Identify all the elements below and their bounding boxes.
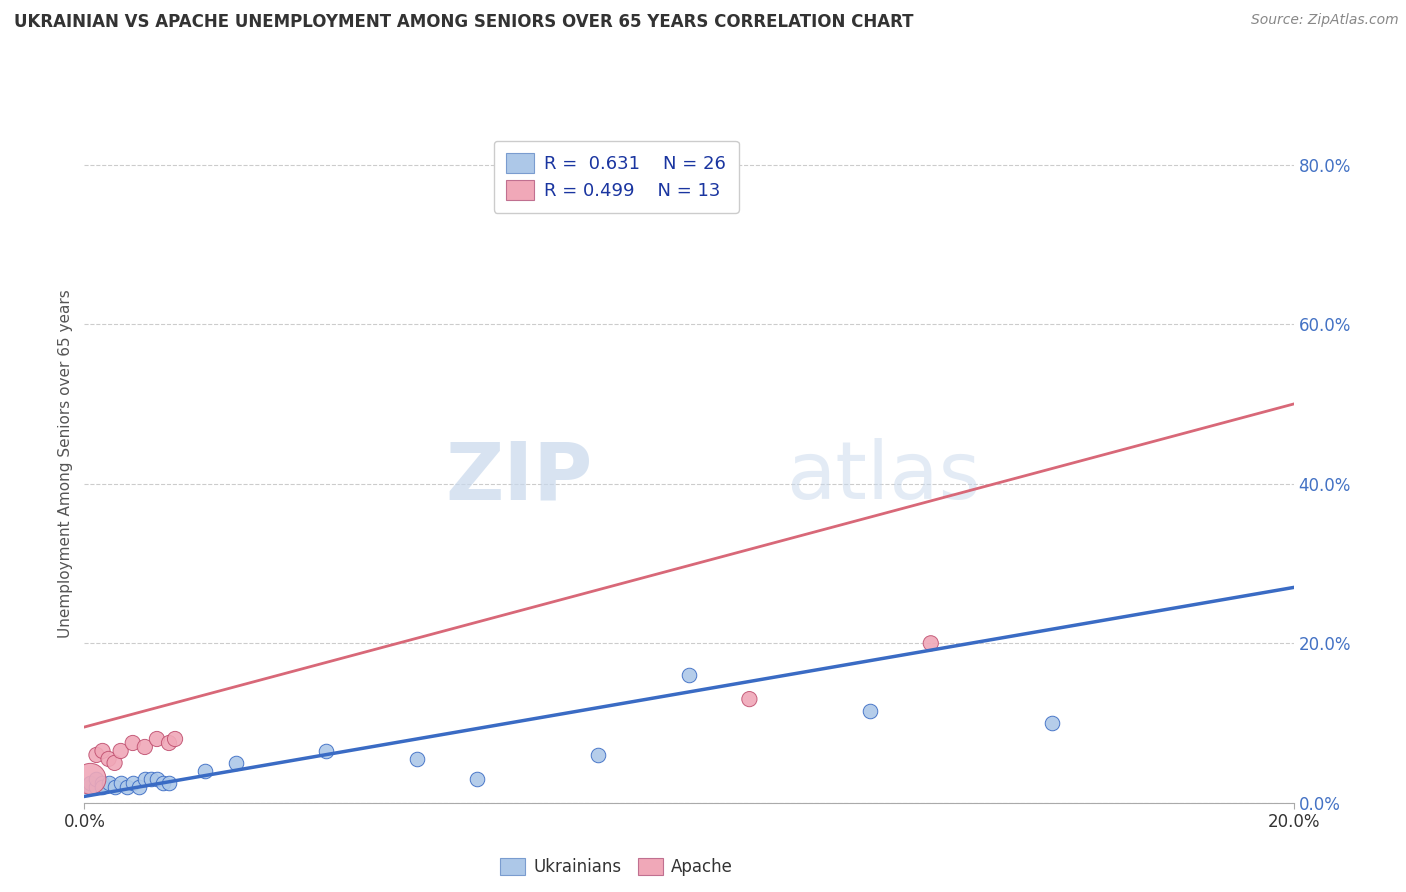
Point bbox=[121, 776, 143, 790]
Point bbox=[79, 772, 101, 786]
Point bbox=[134, 739, 156, 754]
Point bbox=[139, 772, 162, 786]
Point bbox=[157, 776, 180, 790]
Text: Source: ZipAtlas.com: Source: ZipAtlas.com bbox=[1251, 13, 1399, 28]
Point bbox=[678, 668, 700, 682]
Point bbox=[86, 780, 108, 794]
Point bbox=[152, 776, 174, 790]
Point bbox=[121, 736, 143, 750]
Point bbox=[91, 776, 114, 790]
Point bbox=[128, 780, 150, 794]
Point bbox=[86, 772, 108, 786]
Point bbox=[97, 752, 120, 766]
Point bbox=[920, 636, 942, 650]
Point bbox=[859, 704, 882, 718]
Point bbox=[146, 772, 169, 786]
Point bbox=[110, 776, 132, 790]
Point bbox=[315, 744, 337, 758]
Point bbox=[104, 756, 127, 770]
Point bbox=[163, 731, 186, 746]
Y-axis label: Unemployment Among Seniors over 65 years: Unemployment Among Seniors over 65 years bbox=[58, 290, 73, 638]
Point bbox=[1040, 716, 1063, 731]
Point bbox=[91, 780, 114, 794]
Point bbox=[86, 747, 108, 762]
Text: atlas: atlas bbox=[786, 438, 980, 516]
Point bbox=[588, 747, 610, 762]
Point bbox=[79, 780, 101, 794]
Point bbox=[91, 744, 114, 758]
Point bbox=[134, 772, 156, 786]
Point bbox=[146, 731, 169, 746]
Text: ZIP: ZIP bbox=[444, 438, 592, 516]
Text: UKRAINIAN VS APACHE UNEMPLOYMENT AMONG SENIORS OVER 65 YEARS CORRELATION CHART: UKRAINIAN VS APACHE UNEMPLOYMENT AMONG S… bbox=[14, 13, 914, 31]
Point bbox=[225, 756, 247, 770]
Point bbox=[104, 780, 127, 794]
Point bbox=[115, 780, 138, 794]
Point bbox=[97, 776, 120, 790]
Point bbox=[467, 772, 489, 786]
Legend: Ukrainians, Apache: Ukrainians, Apache bbox=[494, 851, 740, 882]
Point bbox=[738, 692, 761, 706]
Point bbox=[110, 744, 132, 758]
Point bbox=[157, 736, 180, 750]
Point bbox=[406, 752, 429, 766]
Point bbox=[79, 776, 101, 790]
Point bbox=[194, 764, 217, 778]
